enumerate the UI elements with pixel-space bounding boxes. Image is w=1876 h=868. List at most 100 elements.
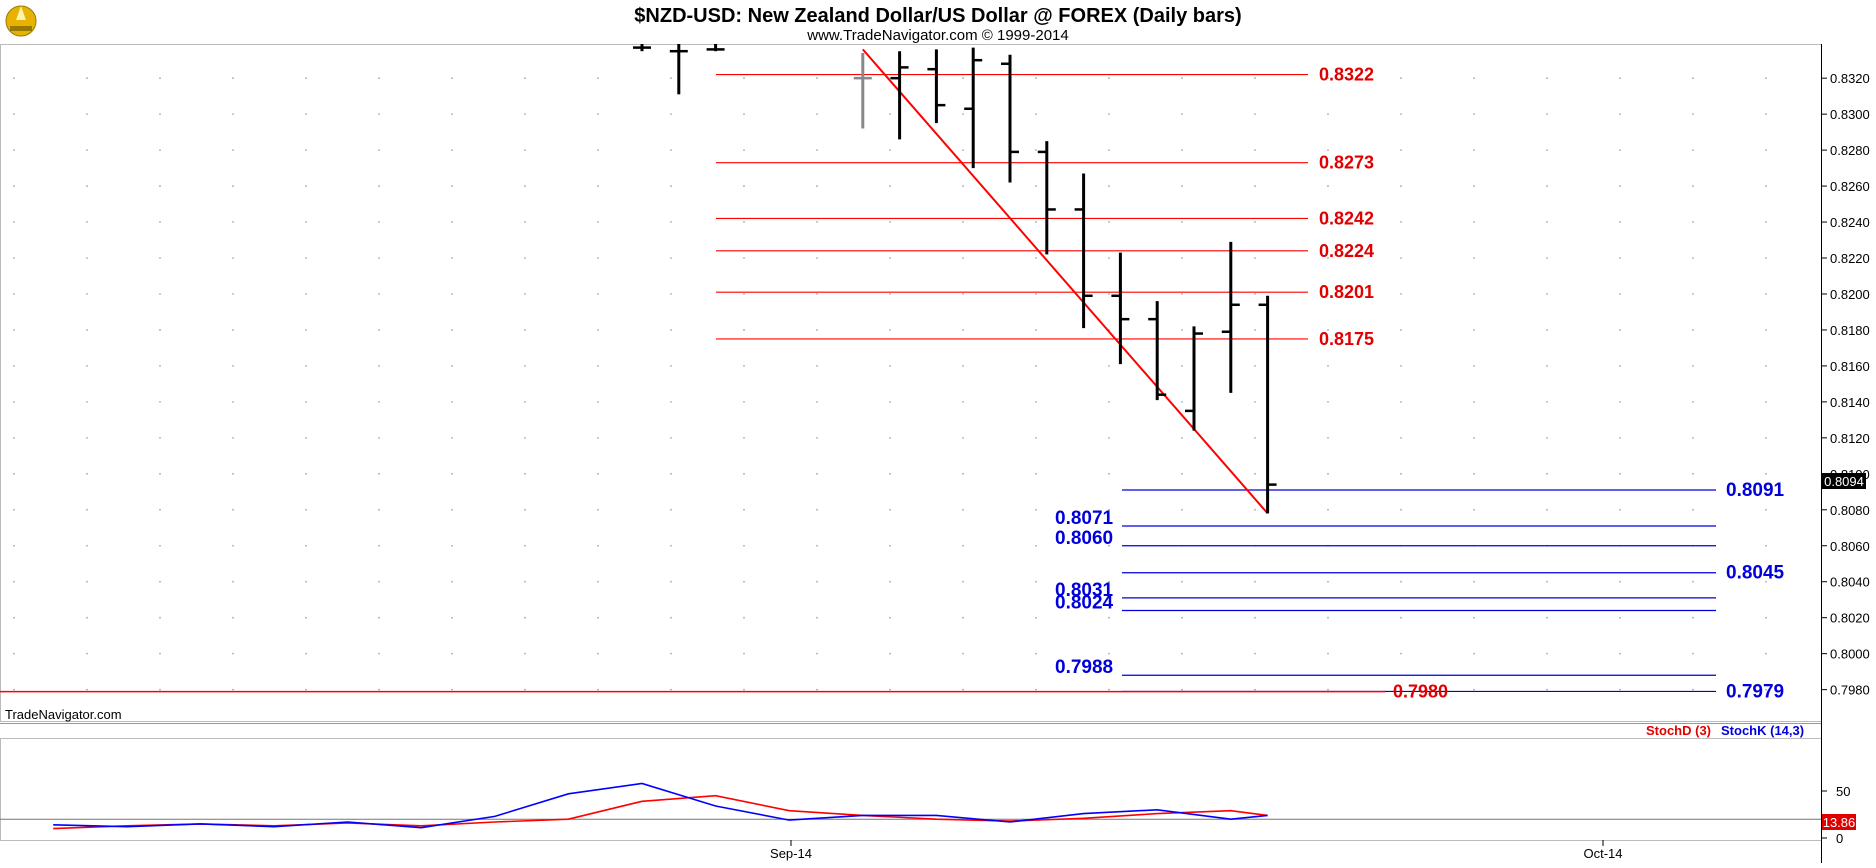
grid-dot — [1327, 652, 1329, 655]
grid-dot — [232, 508, 234, 511]
grid-dot — [962, 257, 964, 259]
grid-dot — [13, 365, 15, 367]
grid-dot — [1254, 77, 1256, 80]
grid-dot — [451, 652, 453, 655]
price-bar — [706, 44, 725, 52]
grid-dot — [1619, 400, 1621, 403]
grid-dot — [816, 77, 818, 80]
grid-dot — [1400, 652, 1402, 655]
grid-dot — [1254, 185, 1256, 187]
grid-dot — [743, 472, 745, 475]
grid-dot — [305, 365, 307, 367]
grid-dot — [1181, 508, 1183, 511]
blue-level-label: 0.7979 — [1726, 681, 1784, 702]
grid-dot — [743, 400, 745, 403]
red-level-label: 0.8175 — [1319, 329, 1374, 349]
grid-dot — [816, 149, 818, 152]
price-bar — [890, 51, 909, 140]
grid-dot — [597, 257, 599, 259]
grid-dot — [1619, 293, 1621, 295]
grid-dot — [889, 616, 891, 619]
grid-dot — [451, 77, 453, 80]
grid-dot — [86, 616, 88, 619]
x-tick-label: Oct-14 — [1583, 846, 1622, 861]
grid-dot — [13, 508, 15, 511]
grid-dot — [1546, 365, 1548, 367]
grid-dot — [232, 113, 234, 116]
price-bar — [1111, 252, 1130, 365]
grid-dot — [1254, 616, 1256, 619]
grid-dot — [1473, 149, 1475, 152]
grid-dot — [524, 652, 526, 655]
grid-dot — [670, 113, 672, 116]
grid-dot — [378, 77, 380, 80]
trendline — [862, 48, 1269, 515]
grid-dot — [743, 616, 745, 619]
grid-dot — [1619, 77, 1621, 80]
grid-dot — [1181, 472, 1183, 475]
grid-dot — [1765, 293, 1767, 295]
grid-dot — [86, 113, 88, 116]
grid-dot — [305, 400, 307, 403]
grid-dot — [524, 400, 526, 403]
grid-dot — [1108, 293, 1110, 295]
grid-dot — [1765, 77, 1767, 80]
grid-dot — [13, 185, 15, 187]
grid-dot — [1327, 508, 1329, 511]
grid-dot — [1400, 580, 1402, 583]
price-tick-label: 0.8020 — [1830, 611, 1870, 626]
price-tick-label: 0.8160 — [1830, 359, 1870, 374]
grid-dot — [13, 221, 15, 223]
red-level-label: 0.8242 — [1319, 208, 1374, 228]
grid-dot — [962, 221, 964, 223]
grid-dot — [1035, 472, 1037, 475]
grid-dot — [1108, 472, 1110, 475]
grid-dot — [451, 149, 453, 152]
grid-dot — [1473, 185, 1475, 187]
grid-dot — [743, 580, 745, 583]
grid-dot — [13, 113, 15, 116]
price-bar — [927, 49, 946, 124]
grid-dot — [1035, 400, 1037, 403]
grid-dot — [378, 185, 380, 187]
grid-dot — [305, 652, 307, 655]
grid-dot — [1546, 472, 1548, 475]
grid-dot — [378, 436, 380, 439]
grid-dot — [962, 436, 964, 439]
grid-dot — [962, 472, 964, 475]
grid-dot — [962, 185, 964, 187]
grid-dot — [597, 185, 599, 187]
grid-dot — [1473, 508, 1475, 511]
grid-dot — [86, 329, 88, 331]
grid-dot — [816, 329, 818, 331]
price-tick-label: 0.8260 — [1830, 179, 1870, 194]
grid-dot — [1473, 688, 1475, 691]
grid-dot — [670, 77, 672, 80]
grid-dot — [743, 544, 745, 547]
stochk-line — [53, 782, 1268, 829]
grid-dot — [1327, 257, 1329, 259]
grid-dot — [1108, 616, 1110, 619]
grid-dot — [159, 688, 161, 691]
x-tick-label: Sep-14 — [770, 846, 812, 861]
grid-dots — [13, 77, 1767, 691]
grid-dot — [1692, 149, 1694, 152]
grid-dot — [524, 436, 526, 439]
grid-dot — [1473, 472, 1475, 475]
grid-dot — [1181, 113, 1183, 116]
grid-dot — [232, 436, 234, 439]
grid-dot — [816, 580, 818, 583]
grid-dot — [305, 185, 307, 187]
grid-dot — [1546, 652, 1548, 655]
grid-dot — [1619, 508, 1621, 511]
grid-dot — [670, 149, 672, 152]
grid-dot — [1619, 472, 1621, 475]
stochd-line — [53, 794, 1268, 830]
grid-dot — [159, 185, 161, 187]
grid-dot — [1254, 221, 1256, 223]
grid-dot — [1546, 329, 1548, 331]
legend-stochk: StochK (14,3) — [1721, 723, 1804, 738]
stoch-last-label: 13.86 — [1823, 815, 1856, 830]
